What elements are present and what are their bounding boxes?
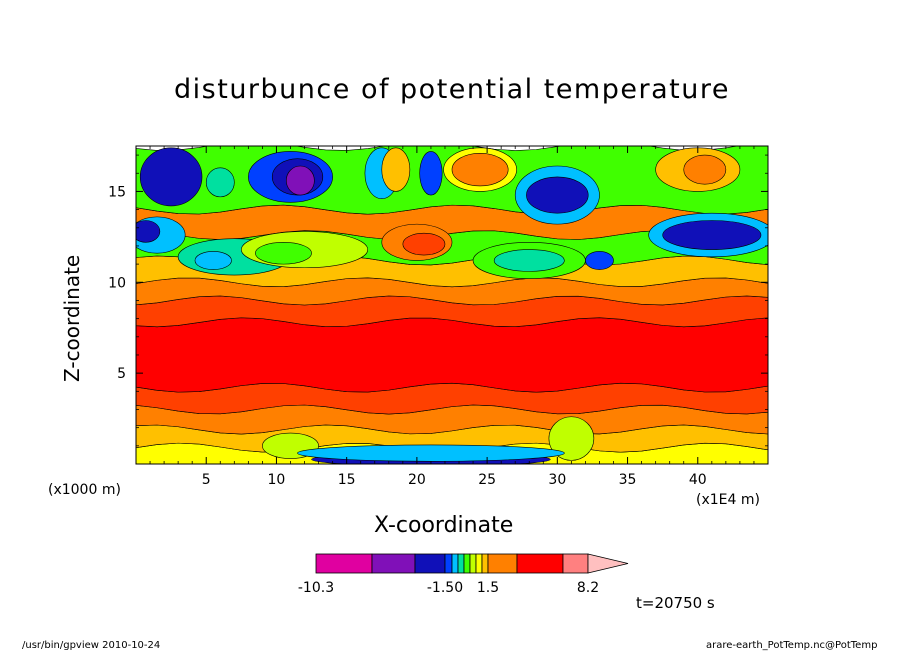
colorbar-segment xyxy=(371,553,416,574)
contour-blob xyxy=(548,416,595,461)
x-tick-label: 30 xyxy=(548,472,566,488)
x-tick-label: 40 xyxy=(689,472,707,488)
y-tick-label: 10 xyxy=(108,275,126,291)
contour-blob xyxy=(419,151,443,196)
contour-blob xyxy=(526,176,589,214)
colorbar-segment xyxy=(315,553,373,574)
colorbar-segment xyxy=(457,553,465,574)
x-units-label: (x1E4 m) xyxy=(696,492,760,508)
colorbar-label: 8.2 xyxy=(577,580,599,596)
colorbar-segment xyxy=(469,553,477,574)
colorbar-segment xyxy=(414,553,446,574)
contour-blob xyxy=(285,165,315,196)
contour-blob xyxy=(297,444,565,462)
x-axis: 5 10 15 20 25 30 35 40 xyxy=(149,146,755,488)
contour-blob xyxy=(136,220,161,243)
colorbar-segment xyxy=(481,553,489,574)
x-tick-label: 10 xyxy=(268,472,286,488)
chart-title: disturbunce of potential temperature xyxy=(174,74,730,105)
contour-blob xyxy=(662,220,762,250)
y-axis: 5 10 15 xyxy=(108,154,768,447)
x-tick-label: 35 xyxy=(619,472,637,488)
x-tick-label: 5 xyxy=(202,472,211,488)
contour-blob xyxy=(255,242,312,265)
colorbar-label: 1.5 xyxy=(477,580,499,596)
colorbar-segment xyxy=(562,553,589,574)
contour-blob xyxy=(205,167,235,198)
footer-dataset: arare-earth_PotTemp.nc@PotTemp xyxy=(706,640,878,651)
colorbar-extend-arrow xyxy=(587,553,629,574)
contour-blob xyxy=(381,147,411,192)
colorbar: -10.3 -1.50 1.5 8.2 xyxy=(298,553,629,596)
colorbar-segment xyxy=(444,553,453,574)
colorbar-segment xyxy=(451,553,459,574)
colorbar-label: -1.50 xyxy=(427,580,463,596)
colorbar-segment xyxy=(475,553,483,574)
colorbar-segment xyxy=(487,553,518,574)
colorbar-label: -10.3 xyxy=(298,580,334,596)
contour-blob xyxy=(585,251,614,270)
contour-blob xyxy=(493,249,565,272)
contour-blob xyxy=(451,152,509,187)
contour-blob xyxy=(139,147,203,207)
colorbar-segment xyxy=(463,553,471,574)
x-tick-label: 25 xyxy=(478,472,496,488)
footer-program: /usr/bin/gpview 2010-10-24 xyxy=(22,640,161,651)
x-tick-label: 20 xyxy=(408,472,426,488)
contour-field xyxy=(136,146,768,464)
time-label: t=20750 s xyxy=(636,594,715,612)
colorbar-segment xyxy=(516,553,564,574)
y-tick-label: 15 xyxy=(108,184,126,200)
x-tick-label: 15 xyxy=(338,472,356,488)
plot-frame xyxy=(135,145,769,465)
y-axis-label: Z-coordinate xyxy=(60,254,84,382)
contour-blob xyxy=(683,154,727,185)
y-units-label: (x1000 m) xyxy=(48,482,121,498)
contour-blob xyxy=(194,251,232,270)
x-axis-label: X-coordinate xyxy=(374,513,514,538)
y-tick-label: 5 xyxy=(117,366,126,382)
contour-blob xyxy=(402,232,446,256)
contour-band xyxy=(136,317,768,393)
